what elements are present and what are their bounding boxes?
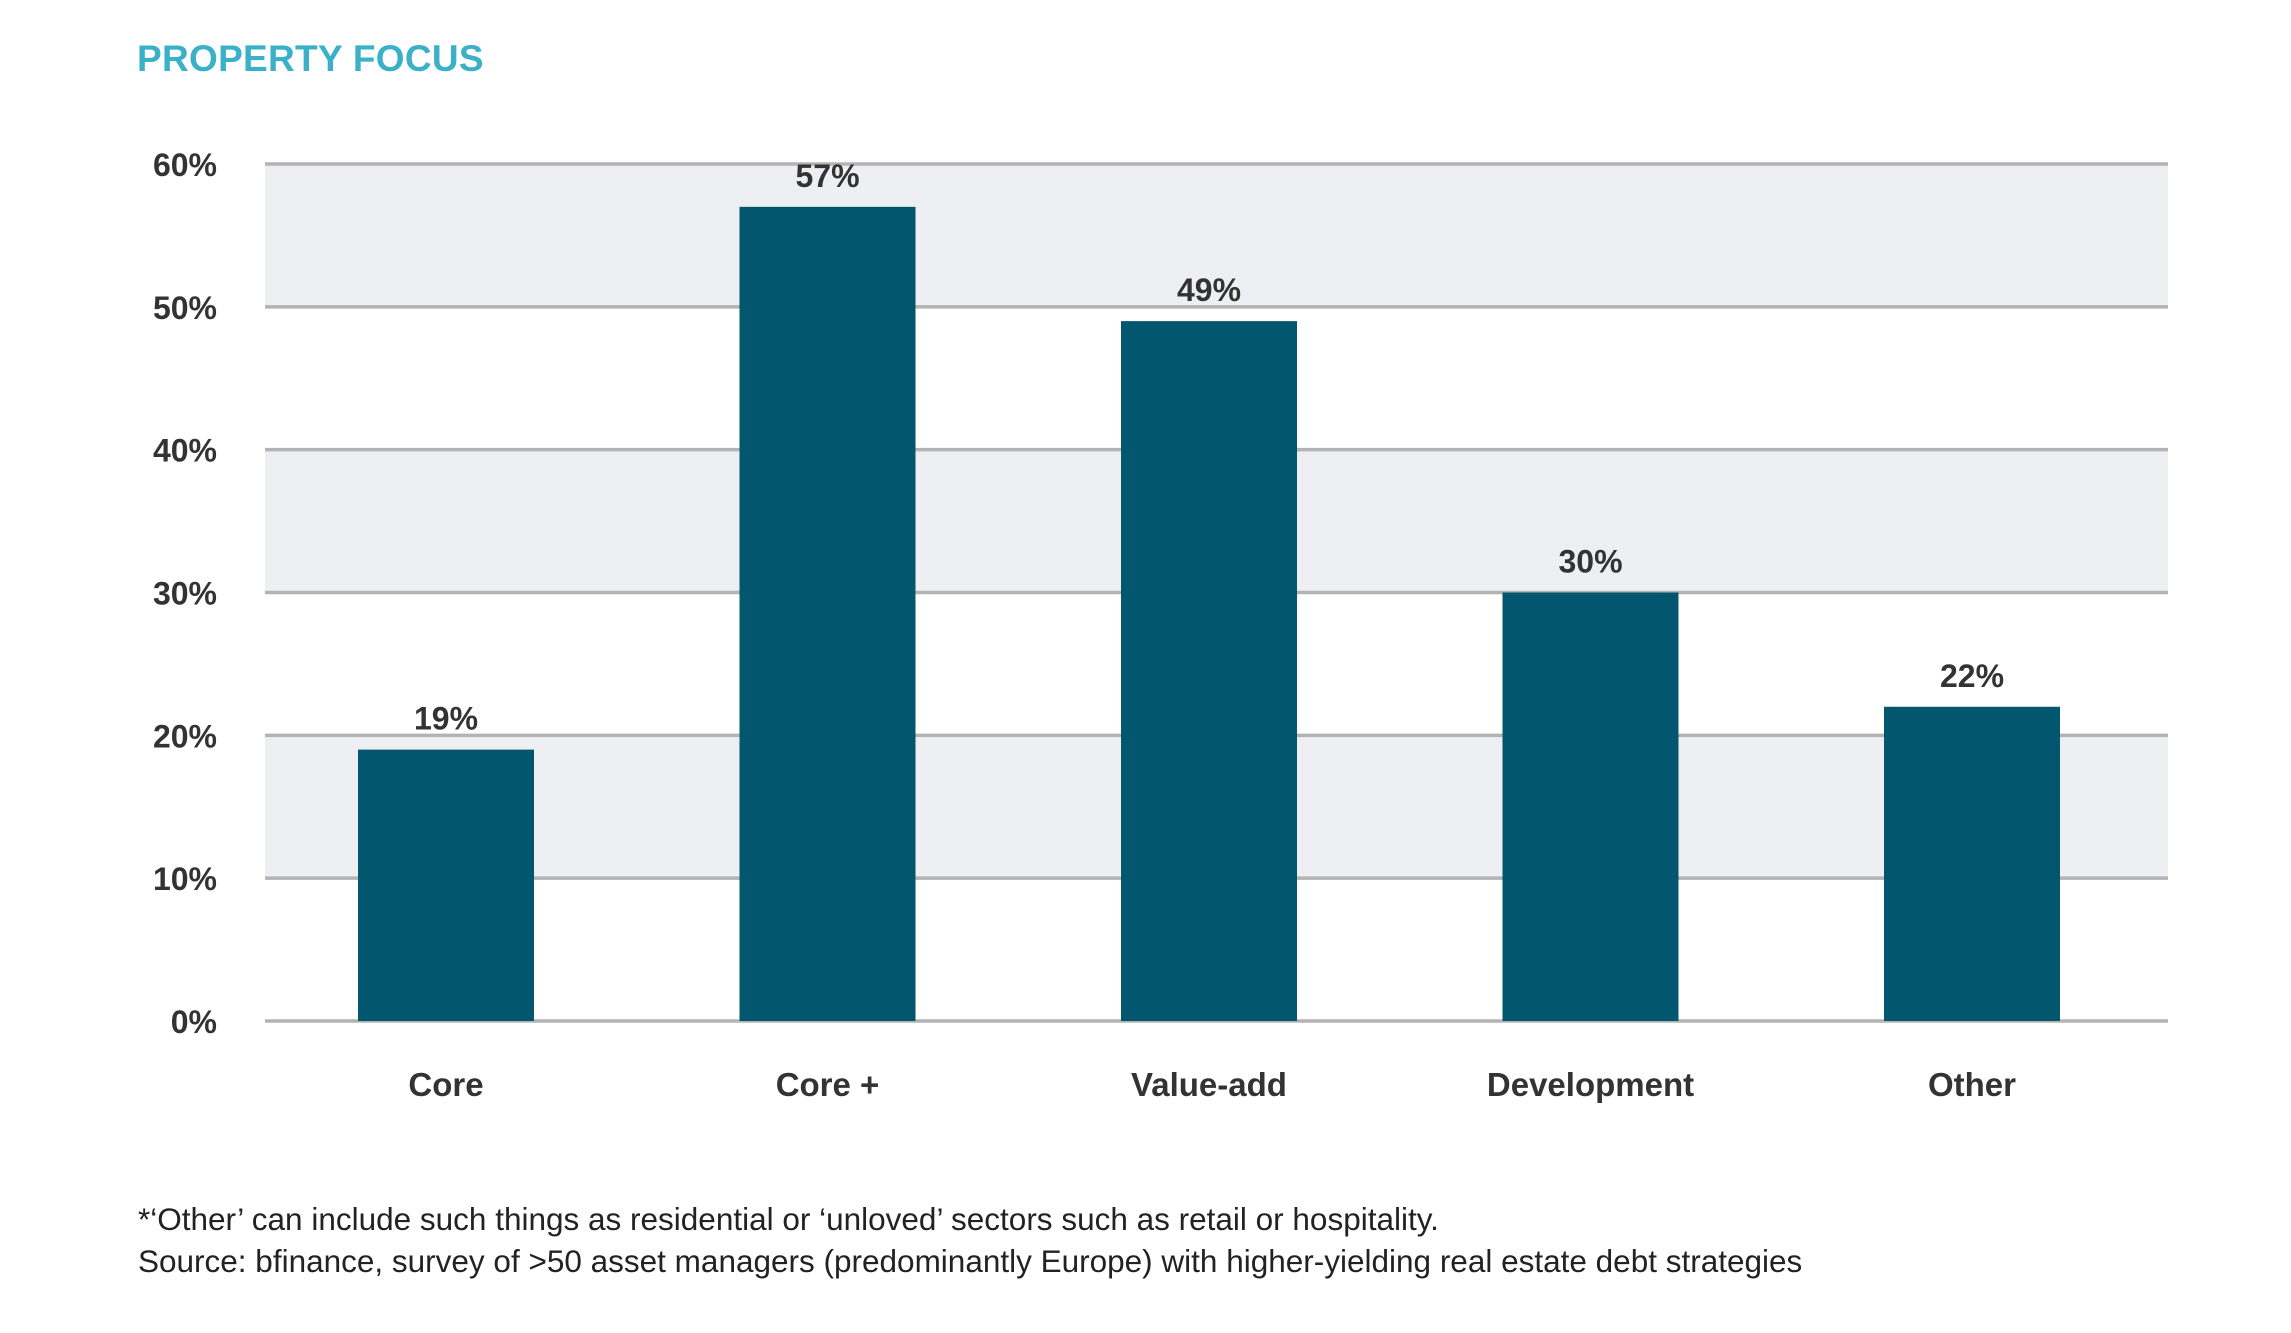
footnote-other: *‘Other’ can include such things as resi… xyxy=(138,1201,1439,1237)
x-tick-label: Other xyxy=(1928,1066,2016,1103)
y-tick-label: 0% xyxy=(171,1004,217,1040)
y-tick-label: 60% xyxy=(153,147,217,183)
bar-development xyxy=(1502,592,1679,1021)
bar-core xyxy=(358,749,534,1021)
value-label: 19% xyxy=(414,701,478,737)
chart-title: PROPERTY FOCUS xyxy=(137,38,484,79)
y-axis-tick-labels: 0% 10% 20% 30% 40% 50% 60% xyxy=(153,147,217,1040)
value-label: 22% xyxy=(1940,658,2004,694)
y-tick-label: 30% xyxy=(153,576,217,612)
value-label: 30% xyxy=(1558,544,1622,580)
source-note: Source: bfinance, survey of >50 asset ma… xyxy=(138,1243,1803,1279)
y-tick-label: 10% xyxy=(153,861,217,897)
bar-value-add xyxy=(1121,321,1297,1021)
y-tick-label: 20% xyxy=(153,718,217,754)
value-label: 49% xyxy=(1177,272,1241,308)
bar-core xyxy=(739,206,916,1022)
x-tick-label: Core xyxy=(408,1066,483,1103)
x-axis-tick-labels: Core Core + Value-add Development Other xyxy=(408,1066,2016,1103)
y-tick-label: 40% xyxy=(153,433,217,469)
background-band xyxy=(265,164,2168,307)
x-tick-label: Core + xyxy=(776,1066,880,1103)
value-labels: 19% 57% 49% 30% 22% xyxy=(414,158,2004,737)
bars xyxy=(358,206,2060,1022)
bar-other xyxy=(1884,706,2060,1021)
value-label: 57% xyxy=(795,158,859,194)
x-tick-label: Development xyxy=(1487,1066,1694,1103)
y-tick-label: 50% xyxy=(153,290,217,326)
footnotes: *‘Other’ can include such things as resi… xyxy=(138,1198,1802,1282)
x-tick-label: Value-add xyxy=(1131,1066,1287,1103)
